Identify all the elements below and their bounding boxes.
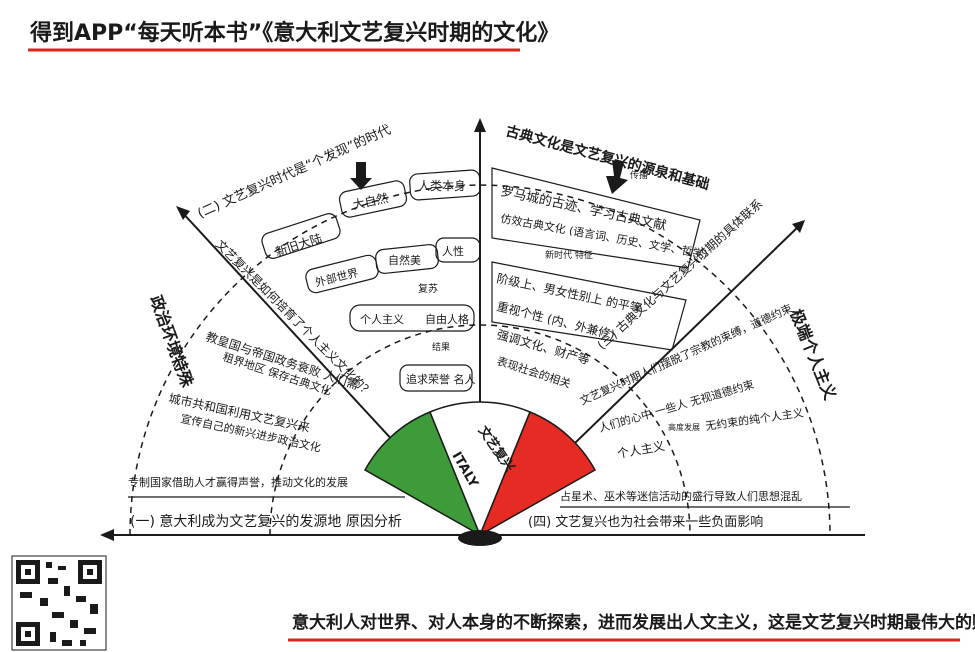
free-personality-text: 自由人格 [425, 312, 469, 326]
fame-text: 追求荣誉 名人 [406, 372, 476, 386]
political-title: 政治环境特殊 [146, 293, 197, 391]
human-box [409, 169, 481, 201]
fan-handle [458, 530, 502, 546]
natural-beauty-text: 自然美 [388, 253, 421, 267]
new-continent-box [261, 213, 341, 259]
bold-arrow-right [606, 160, 628, 194]
discovery-boxes [261, 169, 481, 392]
dashed-arcs [129, 184, 831, 536]
arrow-upper-left [176, 206, 190, 220]
arrowheads [100, 118, 805, 541]
negative-1: 文艺复兴时期人们摆脱了宗教的束缚，道德约束 [578, 301, 795, 408]
individualism-box [349, 304, 475, 332]
new-era-label: 新时代 特征 [545, 249, 593, 261]
humanity-text: 人性 [442, 244, 464, 258]
absolute-label: 高度发展 [668, 422, 700, 432]
italy-flag-fan: ITALY 文艺复兴 [363, 401, 597, 546]
page-title: 得到APP“每天听本书”《意大利文艺复兴时期的文化》 [29, 20, 559, 46]
nature-box [338, 180, 408, 218]
bold-arrow-left [350, 162, 372, 190]
absolute-result: 无约束的纯个人主义 [704, 405, 804, 433]
classical-boxes [491, 167, 701, 351]
reason-3: 专制国家借助人才赢得声誉，推动文化的发展 [128, 475, 348, 489]
flag-green [363, 411, 482, 537]
qr-code [11, 555, 107, 651]
footer-text: 意大利人对世界、对人本身的不断探索，进而发展出人文主义，这是文艺复兴时期最伟大的… [292, 612, 975, 633]
outer-arc [129, 184, 831, 536]
nature-text: 大自然 [351, 190, 389, 212]
natural-beauty-box [375, 244, 439, 274]
classical-upper-box [491, 167, 701, 269]
classical-heading: 古典文化是文艺复兴的源泉和基础 [504, 122, 711, 193]
outer-world-text: 外部世界 [314, 265, 360, 289]
classical-middle-box [491, 261, 687, 351]
section-four-title: (四) 文艺复兴也为社会带来一些负面影响 [528, 514, 763, 530]
section-one-title: (一) 意大利成为文艺复兴的发源地 原因分析 [130, 513, 402, 530]
result-label: 结果 [432, 341, 450, 353]
down-arrows [350, 162, 372, 190]
humanity-box [435, 237, 481, 263]
inherit-label: 传播 [630, 169, 648, 181]
new-continent-text: 新旧大陆 [273, 230, 323, 259]
arrow-left [100, 529, 114, 541]
astrology-text: 占星术、巫术等迷信活动的盛行导致人们思想混乱 [560, 489, 802, 503]
flag-red [478, 411, 597, 537]
flag-white [429, 401, 531, 537]
fame-box [399, 364, 473, 392]
individualism-text: 个人主义 [360, 313, 404, 326]
human-text: 人类本身 [418, 178, 466, 193]
inner-arc [269, 324, 691, 536]
arrow-upper-right [792, 220, 805, 233]
arrow-top [474, 118, 486, 132]
individual-label: 个人主义 [616, 439, 666, 461]
extreme-individualism: 极端个人主义 [786, 306, 840, 402]
rebirth-text: 复苏 [418, 282, 438, 295]
